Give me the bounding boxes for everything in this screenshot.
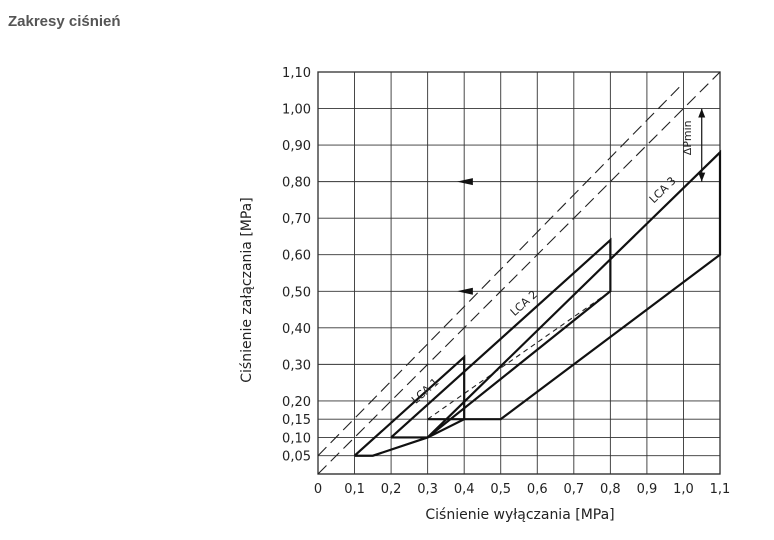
- section-title: Zakresy ciśnień: [8, 13, 121, 30]
- series-region-lca-2: [390, 237, 612, 439]
- plot-frame: [317, 71, 721, 475]
- y-tick-label: 1,10: [282, 66, 311, 81]
- delta-pmin-label: ΔPmin: [681, 120, 694, 155]
- arrow-left-icon: [456, 287, 473, 295]
- dimension-arrow-up-icon: [698, 108, 706, 118]
- x-tick-label: 0,7: [563, 482, 584, 497]
- x-tick-label: 0,3: [417, 482, 438, 497]
- x-tick-label: 0,6: [527, 482, 548, 497]
- x-tick-label: 0: [314, 482, 322, 497]
- y-tick-label: 0,15: [282, 413, 311, 428]
- y-tick-label: 0,90: [282, 139, 311, 154]
- x-tick-label: 0,8: [600, 482, 621, 497]
- y-tick-label: 0,60: [282, 249, 311, 264]
- y-tick-label: 0,80: [282, 176, 311, 191]
- x-tick-label: 1,1: [710, 482, 731, 497]
- series-label-lca-3: LCA 3: [647, 174, 679, 206]
- y-tick-label: 0,10: [282, 431, 311, 446]
- annotations: ΔPmin: [456, 108, 706, 295]
- series-label-lca-1: LCA 1: [409, 376, 441, 407]
- reference-line: [317, 71, 721, 475]
- x-tick-label: 0,5: [490, 482, 511, 497]
- series-region-lca-3: [426, 149, 722, 439]
- y-tick-label: 0,40: [282, 322, 311, 337]
- x-tick-label: 0,4: [454, 482, 475, 497]
- x-tick-label: 0,1: [344, 482, 365, 497]
- series-region-lca-1: [353, 354, 466, 457]
- grid: [317, 71, 721, 475]
- reference-line: [427, 290, 611, 420]
- y-tick-label: 1,00: [282, 103, 311, 118]
- y-tick-label: 0,50: [282, 285, 311, 300]
- dimension-arrow-down-icon: [698, 172, 706, 182]
- reference-lines: [317, 71, 721, 475]
- x-tick-label: 0,9: [637, 482, 658, 497]
- x-axis-label: Ciśnienie wyłączania [MPa]: [425, 507, 614, 523]
- y-tick-label: 0,70: [282, 212, 311, 227]
- x-tick-label: 0,2: [381, 482, 402, 497]
- reference-line: [317, 82, 684, 457]
- y-tick-label: 0,20: [282, 395, 311, 410]
- y-axis-label: Ciśnienie załączania [MPa]: [239, 197, 255, 382]
- arrow-left-icon: [456, 178, 473, 186]
- x-tick-label: 1,0: [673, 482, 694, 497]
- series-label-lca-2: LCA 2: [508, 288, 540, 319]
- tick-labels: 0 0,1 0,2 0,3 0,4 0,5 0,6 0,7 0,8 0,9 1,0 1,1 0,05 0,…: [282, 66, 730, 497]
- y-tick-label: 0,30: [282, 358, 311, 373]
- y-tick-label: 0,05: [282, 450, 311, 465]
